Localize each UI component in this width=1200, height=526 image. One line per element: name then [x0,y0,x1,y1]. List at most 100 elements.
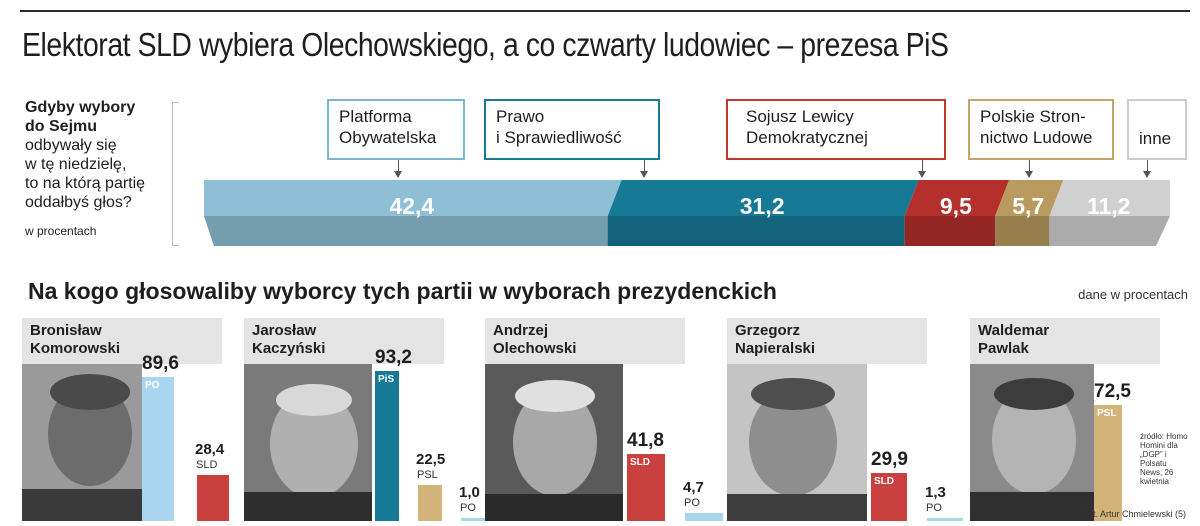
candidate-bar-value: 93,2 [375,347,412,369]
arrow-sld [922,160,923,172]
label-psl: Polskie Stron- nictwo Ludowe [968,99,1114,160]
label-pis: Prawo i Sprawiedliwość [484,99,660,160]
panel-header [727,318,927,364]
candidate-bar-value: 4,7 [683,479,704,497]
arrowhead-sld [918,171,926,178]
arrow-inne [1147,160,1148,172]
panel-header [485,318,685,364]
candidate-bar-party: SLD [196,459,218,472]
arrowhead-po [394,171,402,178]
panel-komorowski: Bronisław Komorowski 89,6PO28,4SLD2,5PSL… [22,318,339,521]
bracket-decor [172,102,179,246]
label-psl-line2: nictwo Ludowe [980,128,1093,147]
question-line-2: w tę niedzielę, [25,156,127,173]
candidate-last: Pawlak [978,340,1029,357]
candidate-name: Bronisław Komorowski [30,322,140,358]
panel-pawlak: Waldemar Pawlak 72,5 PSL [970,318,1160,521]
label-pis-line2: i Sprawiedliwość [496,128,622,147]
arrowhead-psl [1025,171,1033,178]
candidate-bar-value: 22,5 [416,450,446,468]
candidate-bar-party: PiS [378,374,395,386]
party-bar-front-3 [995,216,1050,246]
candidate-photo [244,364,372,521]
candidate-name: Andrzej Olechowski [493,322,603,358]
candidate-bar-value: 29,9 [871,448,908,470]
panel-header [244,318,444,364]
candidate-first: Waldemar [978,322,1050,339]
question-bold-1: Gdyby wybory [25,99,136,116]
page-title: Elektorat SLD wybiera Olechowskiego, a c… [22,26,949,63]
candidate-last: Kaczyński [252,340,326,357]
question-text: Gdyby wybory do Sejmu odbywały się w tę … [25,98,180,241]
label-sld-line2: Demokratycznej [746,128,868,147]
question-unit: w procentach [25,224,97,238]
photo-credit: fot. Artur Chmielewski (5) [1085,509,1186,519]
candidate-bar-psl [418,484,442,521]
panel-kaczynski: Jarosław Kaczyński 93,2 PiS 22,5 PSL 1,0 PO [244,318,485,521]
candidate-first: Grzegorz [735,322,801,339]
candidate-bar-value: 28,4 [195,441,225,459]
subtitle: Na kogo głosowaliby wyborcy tych partii … [28,278,777,304]
question-line-4: oddałbyś głos? [25,194,132,211]
candidate-bar-party: PO [684,497,700,510]
candidate-bar-psl [1094,404,1122,521]
candidate-first: Andrzej [493,322,549,339]
party-bar-front-4 [1049,216,1170,246]
candidate-bar-value: 1,3 [925,484,946,501]
party-bar-front-2 [904,216,996,246]
question-line-3: to na którą partię [25,175,146,192]
party-bar-top-2 [904,180,1010,216]
candidate-bar-party: PSL [417,468,438,481]
party-bar-label-4: 11,2 [1087,193,1131,219]
candidate-bar-sld [627,453,665,521]
panel-napieralski: Grzegorz Napieralski 29,9 SLD 1,3 PO [727,318,963,521]
candidate-bar-po [685,513,723,521]
candidate-first: Jarosław [252,322,317,339]
label-sld: Sojusz Lewicy Demokratycznej [726,99,946,160]
label-inne: inne [1127,99,1187,160]
party-bar-top-3 [995,180,1064,216]
candidate-bar-value: 89,6 [142,353,179,375]
candidate-name: Grzegorz Napieralski [735,322,845,358]
arrow-psl [1029,160,1030,172]
candidate-bar-po [142,377,174,521]
candidate-bar-party: PSL [1097,407,1117,419]
party-bar-front-0 [204,216,608,246]
candidate-bar-sld [871,472,907,521]
label-sld-line1: Sojusz Lewicy [746,107,854,126]
candidate-bar-value: 72,5 [1094,380,1131,402]
top-rule [20,10,1190,12]
party-support-bar-chart: 42,4 31,2 9,5 5,7 11,2 [204,180,1170,246]
candidate-bar-party: PO [145,380,160,392]
candidate-bar-po [461,518,485,521]
candidate-bar-pis [375,371,399,521]
candidate-last: Napieralski [735,340,816,357]
candidate-first: Bronisław [30,322,102,339]
panel-olechowski: Andrzej Olechowski 41,8 SLD 4,7 PO [485,318,723,521]
arrow-pis [644,160,645,172]
candidate-bar-value: 1,0 [459,484,480,501]
candidate-bar-party: SLD [874,475,894,487]
source-note: źródło: Homo Homini dla „DGP” i Polsatu … [1140,432,1188,486]
candidate-photo [485,364,623,521]
party-bar-top-0 [204,180,622,216]
panel-header [970,318,1160,364]
candidate-last: Komorowski [30,340,121,357]
arrowhead-pis [640,171,648,178]
party-bar-label-0: 42,4 [389,193,434,219]
candidate-bar-party: SLD [630,456,650,468]
candidate-name: Jarosław Kaczyński [252,322,362,358]
candidate-last: Olechowski [493,340,577,357]
candidate-bar-party: PO [460,502,476,514]
candidate-bar-po [927,518,963,521]
label-po-line2: Obywatelska [339,128,437,147]
question-line-1: odbywały się [25,137,117,154]
label-platforma: Platforma Obywatelska [327,99,465,160]
candidate-bar-sld [197,475,229,521]
candidate-photo [22,364,142,521]
party-bar-label-3: 5,7 [1012,193,1044,219]
candidate-photo [727,364,867,521]
label-pis-line1: Prawo [496,107,545,126]
party-bar-front-1 [607,216,905,246]
party-bar-top-1 [607,180,919,216]
